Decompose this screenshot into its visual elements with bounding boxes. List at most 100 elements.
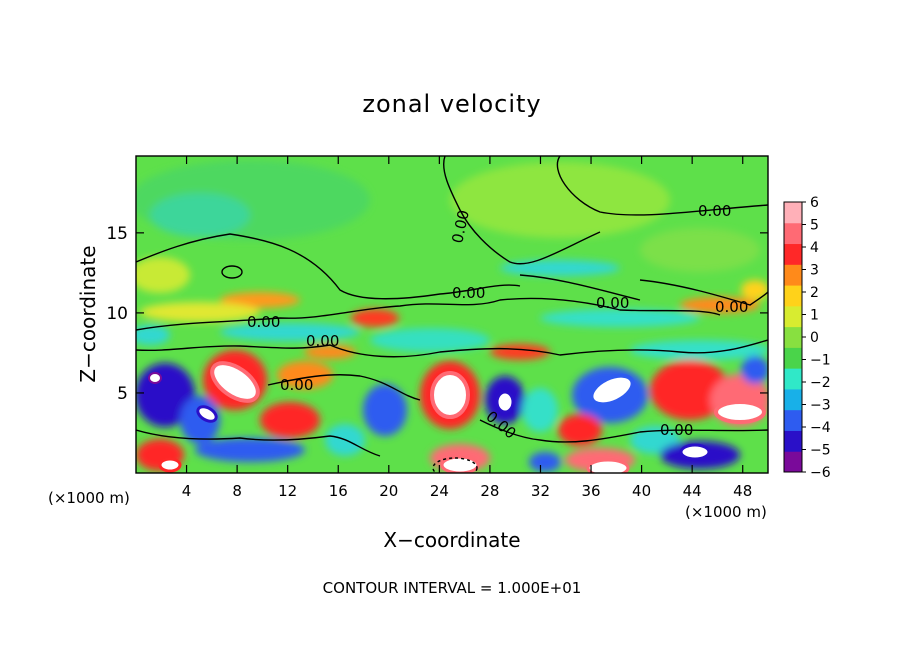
core-4 bbox=[714, 400, 766, 424]
contour-label-8: 0.00 bbox=[660, 421, 693, 439]
x-unit-right: (×1000 m) bbox=[685, 503, 767, 521]
colorbar-tick-label: −4 bbox=[810, 420, 831, 436]
contour-line-1 bbox=[136, 233, 521, 300]
colorbar-segment bbox=[784, 347, 802, 369]
cell-mid-7 bbox=[540, 309, 700, 327]
contour-label-1: 0.00 bbox=[452, 284, 485, 302]
core-10 bbox=[158, 457, 182, 473]
contour-label-2: 0.00 bbox=[247, 313, 280, 331]
cell-mid-2 bbox=[351, 309, 399, 327]
cell-upper-3 bbox=[150, 193, 250, 237]
colorbar-tick-label: 5 bbox=[810, 218, 819, 234]
heatmap-field: 0.00 0.00 0.00 0.00 0.00 0.00 0.00 0.00 … bbox=[136, 156, 768, 473]
x-tick-label: 4 bbox=[182, 482, 192, 500]
colorbar-tick-label: 6 bbox=[810, 195, 819, 211]
y-tick-label: 5 bbox=[117, 384, 128, 404]
x-tick-label: 16 bbox=[329, 482, 348, 500]
contour-line-3 bbox=[556, 156, 768, 216]
colorbar-segment bbox=[784, 326, 802, 348]
cell-low-18 bbox=[741, 356, 768, 384]
cell-mid-13 bbox=[630, 340, 768, 360]
contour-label-6: 0.00 bbox=[698, 202, 731, 220]
cell-low-14 bbox=[650, 360, 730, 420]
cell-upper-5 bbox=[136, 257, 190, 293]
x-tick-label: 28 bbox=[480, 482, 499, 500]
contour-label-7: 0.00 bbox=[715, 298, 748, 316]
contour-line-2 bbox=[443, 156, 601, 265]
core-3 bbox=[589, 373, 635, 407]
contour-line-4 bbox=[136, 297, 721, 331]
x-tick-label: 32 bbox=[531, 482, 550, 500]
contour-line-7 bbox=[519, 274, 641, 301]
core-11 bbox=[148, 372, 162, 384]
y-axis-label: Z−coordinate bbox=[76, 245, 100, 382]
x-axis: 4 8 12 16 20 24 28 32 36 40 44 48 bbox=[182, 156, 752, 500]
colorbar-segment bbox=[784, 222, 802, 245]
cell-low-5 bbox=[277, 361, 333, 389]
colorbar-segment bbox=[784, 305, 802, 328]
cell-mid-12 bbox=[136, 325, 170, 345]
colorbar-tick-label: −2 bbox=[810, 375, 831, 391]
core-1 bbox=[210, 361, 260, 403]
y-tick-label: 15 bbox=[106, 224, 128, 244]
cell-mid-6 bbox=[500, 260, 620, 276]
colorbar-tick-label: 4 bbox=[810, 240, 819, 256]
colorbar-tick-label: −1 bbox=[810, 353, 831, 369]
core-5 bbox=[196, 405, 218, 423]
colorbar-tick-label: −6 bbox=[810, 465, 831, 481]
cell-mid-11 bbox=[304, 345, 356, 359]
colorbar-segment bbox=[784, 368, 802, 390]
contour-loop-1 bbox=[221, 265, 243, 279]
core-6 bbox=[679, 443, 711, 461]
contour-line-8 bbox=[267, 374, 421, 401]
y-tick-label: 10 bbox=[106, 304, 128, 324]
zero-contours bbox=[136, 156, 768, 473]
contour-line-6 bbox=[639, 279, 768, 306]
cell-low-6 bbox=[195, 438, 305, 462]
colorbar-tick-label: −5 bbox=[810, 443, 831, 459]
cell-low-22 bbox=[529, 452, 561, 472]
core-2 bbox=[430, 371, 470, 419]
core-8 bbox=[440, 455, 480, 473]
cell-upper-2 bbox=[450, 162, 670, 238]
x-tick-label: 36 bbox=[581, 482, 600, 500]
x-tick-label: 40 bbox=[632, 482, 651, 500]
cell-mid-4 bbox=[220, 323, 360, 341]
colorbar-tick-label: −3 bbox=[810, 398, 831, 414]
cell-mid-5 bbox=[370, 328, 490, 352]
x-tick-label: 24 bbox=[430, 482, 449, 500]
heatmap-cores bbox=[148, 361, 766, 473]
chart-title: zonal velocity bbox=[362, 90, 541, 118]
colorbar-segment bbox=[784, 409, 802, 431]
contour-interval-footer: CONTOUR INTERVAL = 1.000E+01 bbox=[323, 579, 582, 597]
plot-frame bbox=[135, 155, 769, 474]
colorbar-segment bbox=[784, 264, 802, 286]
contour-label-5: 0.00 bbox=[596, 294, 629, 312]
colorbar-segment bbox=[784, 388, 802, 411]
colorbar-segment bbox=[784, 243, 802, 265]
x-tick-label: 20 bbox=[379, 482, 398, 500]
colorbar-tick-label: 0 bbox=[810, 330, 819, 346]
cell-mid-1 bbox=[220, 292, 300, 308]
core-7 bbox=[495, 390, 515, 414]
x-unit-left: (×1000 m) bbox=[48, 489, 130, 507]
x-tick-label: 12 bbox=[278, 482, 297, 500]
colorbar: 6 5 4 3 2 1 0 −1 −2 −3 −4 −5 −6 bbox=[783, 195, 831, 481]
colorbar-tick-label: 3 bbox=[810, 263, 819, 279]
x-tick-label: 44 bbox=[683, 482, 702, 500]
core-9 bbox=[586, 458, 630, 473]
colorbar-segment bbox=[784, 430, 802, 452]
cell-low-13 bbox=[558, 414, 602, 446]
cell-low-11 bbox=[522, 388, 558, 432]
cell-mid-9 bbox=[741, 280, 768, 300]
colorbar-segment bbox=[784, 202, 802, 224]
colorbar-segment bbox=[784, 451, 802, 473]
colorbar-tick-label: 1 bbox=[810, 308, 819, 324]
colorbar-segment bbox=[784, 285, 802, 307]
contour-line-5 bbox=[136, 339, 768, 358]
contour-line-9 bbox=[136, 429, 381, 457]
cell-low-4 bbox=[260, 402, 320, 438]
contour-line-10 bbox=[479, 419, 768, 443]
cell-mid-8 bbox=[680, 297, 760, 313]
